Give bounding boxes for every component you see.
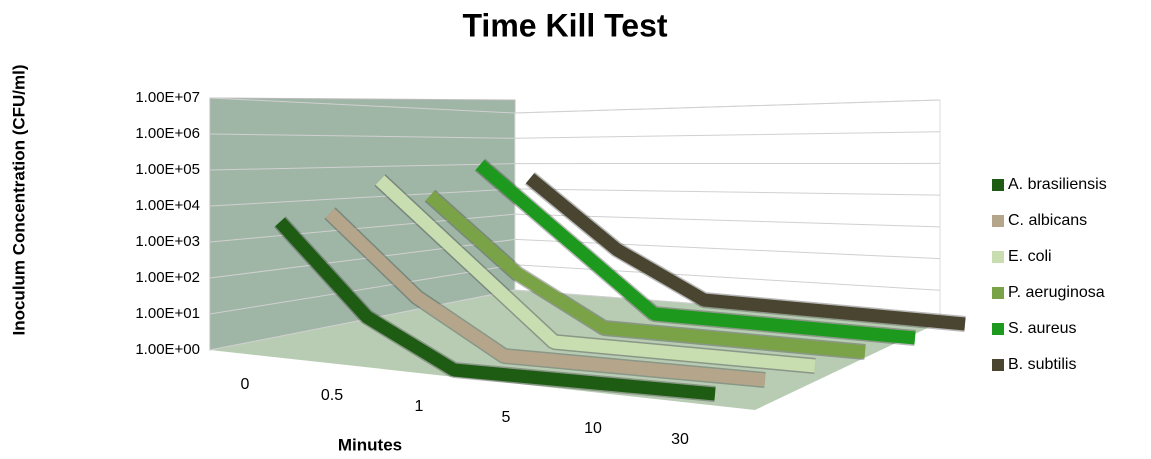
x-tick-label: 10 (584, 420, 602, 437)
series-line (275, 217, 716, 401)
legend-swatch (992, 287, 1004, 299)
legend-swatch (992, 215, 1004, 227)
x-axis-title: Minutes (338, 435, 402, 454)
x-tick-label: 1 (415, 398, 424, 415)
y-tick-label: 1.00E+07 (135, 89, 200, 106)
legend-label: E. coli (1008, 248, 1052, 265)
y-tick-label: 1.00E+03 (135, 233, 200, 250)
x-tick-label: 0.5 (321, 387, 343, 404)
series-line (525, 173, 966, 331)
y-tick-label: 1.00E+01 (135, 305, 200, 322)
legend-swatch (992, 251, 1004, 263)
grid-line (209, 131, 941, 139)
legend-label: C. albicans (1008, 212, 1087, 229)
series-line (375, 175, 816, 373)
series-line (325, 208, 766, 387)
y-tick-label: 1.00E+04 (135, 197, 200, 214)
y-tick-label: 1.00E+05 (135, 161, 200, 178)
legend-label: S. aureus (1008, 320, 1076, 337)
x-tick-label: 30 (671, 431, 689, 448)
legend-label: A. brasiliensis (1008, 176, 1107, 193)
grid-line (209, 97, 941, 114)
series-line (475, 159, 916, 345)
legend-label: P. aeruginosa (1008, 284, 1105, 301)
grid-line (209, 162, 941, 171)
y-axis-title: Inoculum Concentration (CFU/ml) (9, 64, 28, 335)
legend-swatch (992, 179, 1004, 191)
series-line (425, 190, 866, 359)
legend-swatch (992, 359, 1004, 371)
legend-label: B. subtilis (1008, 356, 1076, 373)
x-tick-label: 5 (502, 409, 511, 426)
y-tick-label: 1.00E+06 (135, 125, 200, 142)
y-tick-label: 1.00E+02 (135, 269, 200, 286)
chart-title: Time Kill Test (462, 7, 667, 43)
y-tick-label: 1.00E+00 (135, 341, 200, 358)
grid-line (209, 213, 941, 243)
legend-swatch (992, 323, 1004, 335)
x-tick-label: 0 (241, 376, 250, 393)
